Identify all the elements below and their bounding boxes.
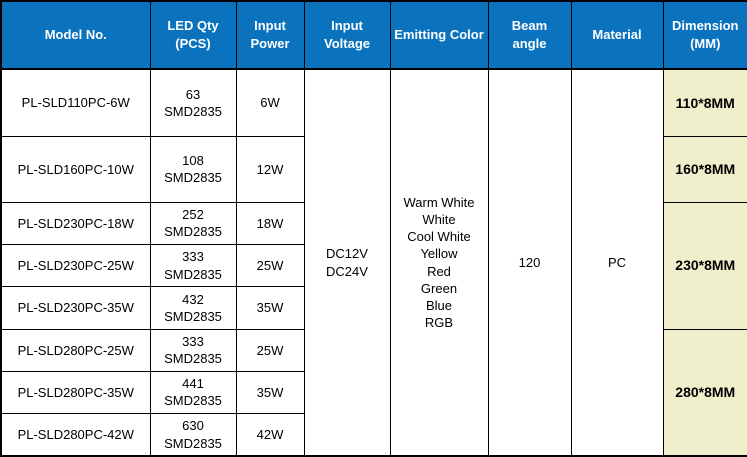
model-cell: PL-SLD230PC-25W <box>0 243 151 288</box>
table-row: PL-SLD280PC-25W 333 SMD2835 25W 280*8MM <box>0 328 747 457</box>
power-cell: 25W <box>235 243 305 288</box>
power-cell: 35W <box>235 286 305 330</box>
table-row: PL-SLD280PC-35W 441 SMD2835 35W <box>0 370 747 415</box>
led-qty-cell: 63 SMD2835 <box>149 68 237 138</box>
header-material: Material <box>570 0 664 70</box>
table-row: PL-SLD280PC-42W 630 SMD2835 42W <box>0 413 747 457</box>
header-input-power: Input Power <box>235 0 305 70</box>
power-cell: 35W <box>235 370 305 415</box>
power-cell: 18W <box>235 201 305 245</box>
material-cell: PC <box>570 68 664 457</box>
led-qty-cell: 441 SMD2835 <box>149 370 237 415</box>
led-qty-cell: 630 SMD2835 <box>149 413 237 457</box>
model-cell: PL-SLD160PC-10W <box>0 136 151 203</box>
header-dimension: Dimension (MM) <box>662 0 747 70</box>
header-row: Model No. LED Qty (PCS) Input Power Inpu… <box>0 0 747 70</box>
header-beam-angle: Beam angle <box>487 0 572 70</box>
model-cell: PL-SLD230PC-35W <box>0 286 151 330</box>
led-qty-cell: 333 SMD2835 <box>149 328 237 372</box>
header-led-qty: LED Qty (PCS) <box>149 0 237 70</box>
led-qty-cell: 108 SMD2835 <box>149 136 237 203</box>
table-row: PL-SLD110PC-6W 63 SMD2835 6W DC12V DC24V… <box>0 68 747 457</box>
table-row: PL-SLD160PC-10W 108 SMD2835 12W 160*8MM <box>0 136 747 203</box>
dimension-cell: 160*8MM <box>662 136 747 203</box>
model-cell: PL-SLD110PC-6W <box>0 68 151 138</box>
voltage-cell: DC12V DC24V <box>303 68 391 457</box>
led-qty-cell: 252 SMD2835 <box>149 201 237 245</box>
power-cell: 6W <box>235 68 305 138</box>
header-input-voltage: Input Voltage <box>303 0 391 70</box>
beam-angle-cell: 120 <box>487 68 572 457</box>
power-cell: 42W <box>235 413 305 457</box>
table-row: PL-SLD230PC-18W 252 SMD2835 18W 230*8MM <box>0 201 747 330</box>
table-row: PL-SLD230PC-35W 432 SMD2835 35W <box>0 286 747 330</box>
led-qty-cell: 432 SMD2835 <box>149 286 237 330</box>
model-cell: PL-SLD280PC-35W <box>0 370 151 415</box>
model-cell: PL-SLD280PC-25W <box>0 328 151 372</box>
led-qty-cell: 333 SMD2835 <box>149 243 237 288</box>
model-cell: PL-SLD280PC-42W <box>0 413 151 457</box>
dimension-cell: 110*8MM <box>662 68 747 138</box>
header-emitting-color: Emitting Color <box>389 0 489 70</box>
power-cell: 12W <box>235 136 305 203</box>
model-cell: PL-SLD230PC-18W <box>0 201 151 245</box>
dimension-cell: 230*8MM <box>662 201 747 330</box>
header-model-no: Model No. <box>0 0 151 70</box>
emitting-color-cell: Warm White White Cool White Yellow Red G… <box>389 68 489 457</box>
table-row: PL-SLD230PC-25W 333 SMD2835 25W <box>0 243 747 288</box>
power-cell: 25W <box>235 328 305 372</box>
dimension-cell: 280*8MM <box>662 328 747 457</box>
